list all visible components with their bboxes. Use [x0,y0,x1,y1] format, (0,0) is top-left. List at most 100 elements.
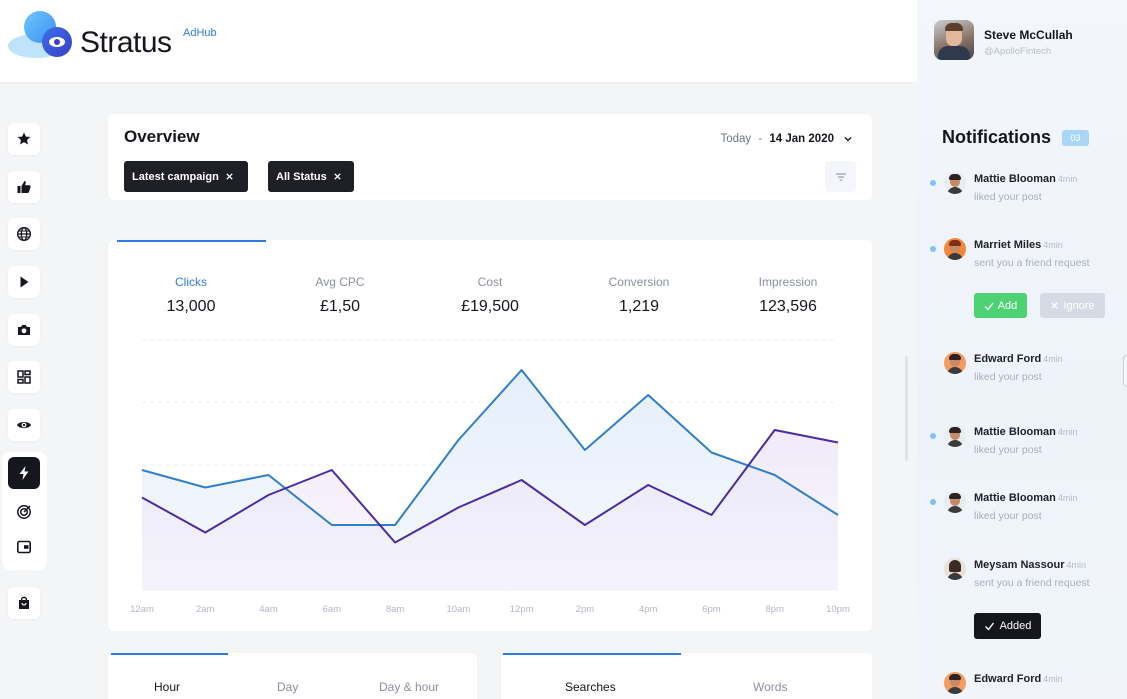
date-selector[interactable]: Today - 14 Jan 2020 [720,133,854,145]
notification-item[interactable]: Mattie Blooman 4min liked your post [927,425,1122,465]
wallet-icon[interactable] [16,539,32,555]
x-tick-label: 2pm [576,604,595,615]
globe-icon [16,226,32,242]
notification-name: Edward Ford [974,353,1042,365]
metric-label: Cost [477,275,503,289]
sidebar-item-boost[interactable] [8,457,40,489]
close-icon [1051,302,1059,309]
notification-item[interactable]: Mattie Blooman 4min liked your post [927,491,1122,531]
filter-chip-campaign[interactable]: Latest campaign [124,161,248,192]
notification-name: Mattie Blooman [974,492,1056,504]
close-icon[interactable] [225,172,234,181]
x-tick-label: 6pm [702,604,721,615]
sidebar-item-photos[interactable] [8,314,40,346]
avatar[interactable] [944,238,966,260]
notification-item[interactable]: Mattie Blooman 4min liked your post [927,172,1122,212]
metric-label: Conversion [608,275,670,289]
notification-time: 4min [1043,240,1063,250]
notification-text: liked your post [974,371,1042,383]
avatar[interactable] [934,20,974,60]
close-icon[interactable] [333,172,342,181]
add-friend-button[interactable]: Add [974,293,1027,318]
filter-chip-status[interactable]: All Status [268,161,354,192]
notification-time: 4min [1043,354,1063,364]
date-value: 14 Jan 2020 [769,133,834,145]
notification-time: 4min [1066,560,1087,570]
metric-value: 123,596 [759,298,817,315]
metric-value: 1,219 [618,298,660,315]
check-icon [984,302,994,311]
notification-item[interactable]: Edward Ford 4min [927,672,1122,699]
notification-item[interactable]: Meysam Nassour 4min sent you a friend req… [927,558,1122,598]
metric-tab-clicks[interactable]: Clicks 13,000 [116,275,266,316]
stats-card: Clicks 13,000 Avg CPC £1,50 Cost £19,500… [108,240,872,631]
sidebar-item-views[interactable] [8,409,40,441]
notification-name: Mattie Blooman [974,173,1056,185]
notifications-count-badge: 03 [1062,130,1089,146]
tab-day-hour[interactable]: Day & hour [379,680,440,694]
tab-words[interactable]: Words [753,680,788,694]
thumbs-up-icon [17,181,31,193]
overview-card: Overview Today - 14 Jan 2020 Latest camp… [108,114,872,200]
avatar[interactable] [944,491,966,513]
notification-name: Edward Ford [974,673,1042,685]
notification-item[interactable]: Edward Ford 4min liked your post [927,352,1122,392]
unread-dot [930,499,936,505]
star-icon [17,132,31,145]
top-header: Stratus AdHub [0,0,917,82]
avatar[interactable] [944,425,966,447]
added-friend-button[interactable]: Added [974,613,1041,639]
notification-time: 4min [1057,493,1078,503]
notification-time: 4min [1043,674,1063,684]
avatar[interactable] [944,172,966,194]
sidebar-item-web[interactable] [8,218,40,250]
x-tick-label: 8am [386,604,405,615]
x-tick-label: 6am [323,604,342,615]
avatar[interactable] [944,558,966,580]
x-tick-label: 10pm [826,604,850,615]
unread-dot [930,433,936,439]
chip-label: All Status [276,170,327,183]
notification-text: sent you a friend request [974,577,1090,589]
notification-text: liked your post [974,510,1042,522]
user-name: Steve McCullah [984,28,1073,42]
metric-label: Impression [758,275,818,289]
keywords-card: Searches Words [501,653,872,699]
time-breakdown-card: Hour Day Day & hour [108,653,477,699]
avatar[interactable] [944,672,966,694]
sidebar-item-likes[interactable] [8,171,40,203]
tab-hour[interactable]: Hour [154,680,181,694]
metric-tab-impression[interactable]: Impression 123,596 [713,275,863,316]
metric-tab-conversion[interactable]: Conversion 1,219 [564,275,714,316]
ignore-request-button[interactable]: Ignore [1040,293,1105,318]
panel-edge-handle[interactable] [1123,355,1127,387]
notification-item[interactable]: Marriet Miles 4min sent you a friend requ… [927,238,1122,278]
main-scrollbar[interactable] [905,356,908,461]
metric-value: 13,000 [166,298,216,315]
sidebar-item-dashboard[interactable] [8,361,40,393]
sidebar-item-video[interactable] [8,266,40,298]
x-tick-label: 4am [259,604,278,615]
tab-searches[interactable]: Searches [565,680,616,694]
logo[interactable]: Stratus AdHub [8,10,238,70]
tab-day[interactable]: Day [277,680,299,694]
sidebar-item-favorites[interactable] [8,123,40,155]
dashboard-grid-icon [17,370,31,384]
avatar[interactable] [944,352,966,374]
sidebar-item-shop[interactable] [8,587,40,619]
ignore-button-label: Ignore [1063,299,1095,312]
filter-button[interactable] [825,161,856,192]
active-metric-indicator [117,240,266,242]
metric-label: Clicks [175,275,207,289]
metric-tab-avg-cpc[interactable]: Avg CPC £1,50 [265,275,415,316]
x-tick-label: 12am [130,604,154,615]
x-tick-label: 8pm [765,604,784,615]
metric-tab-cost[interactable]: Cost £19,500 [415,275,565,316]
target-icon[interactable] [16,504,32,520]
notifications-title: Notifications [942,127,1052,147]
eye-icon [17,422,31,428]
line-chart: 12am 2am 4am 6am 8am 10am 12pm 2pm 4pm 6pm 8pm 10pm [130,339,850,615]
notification-time: 4min [1057,174,1078,184]
active-tab-indicator [111,653,228,655]
unread-dot [930,180,936,186]
